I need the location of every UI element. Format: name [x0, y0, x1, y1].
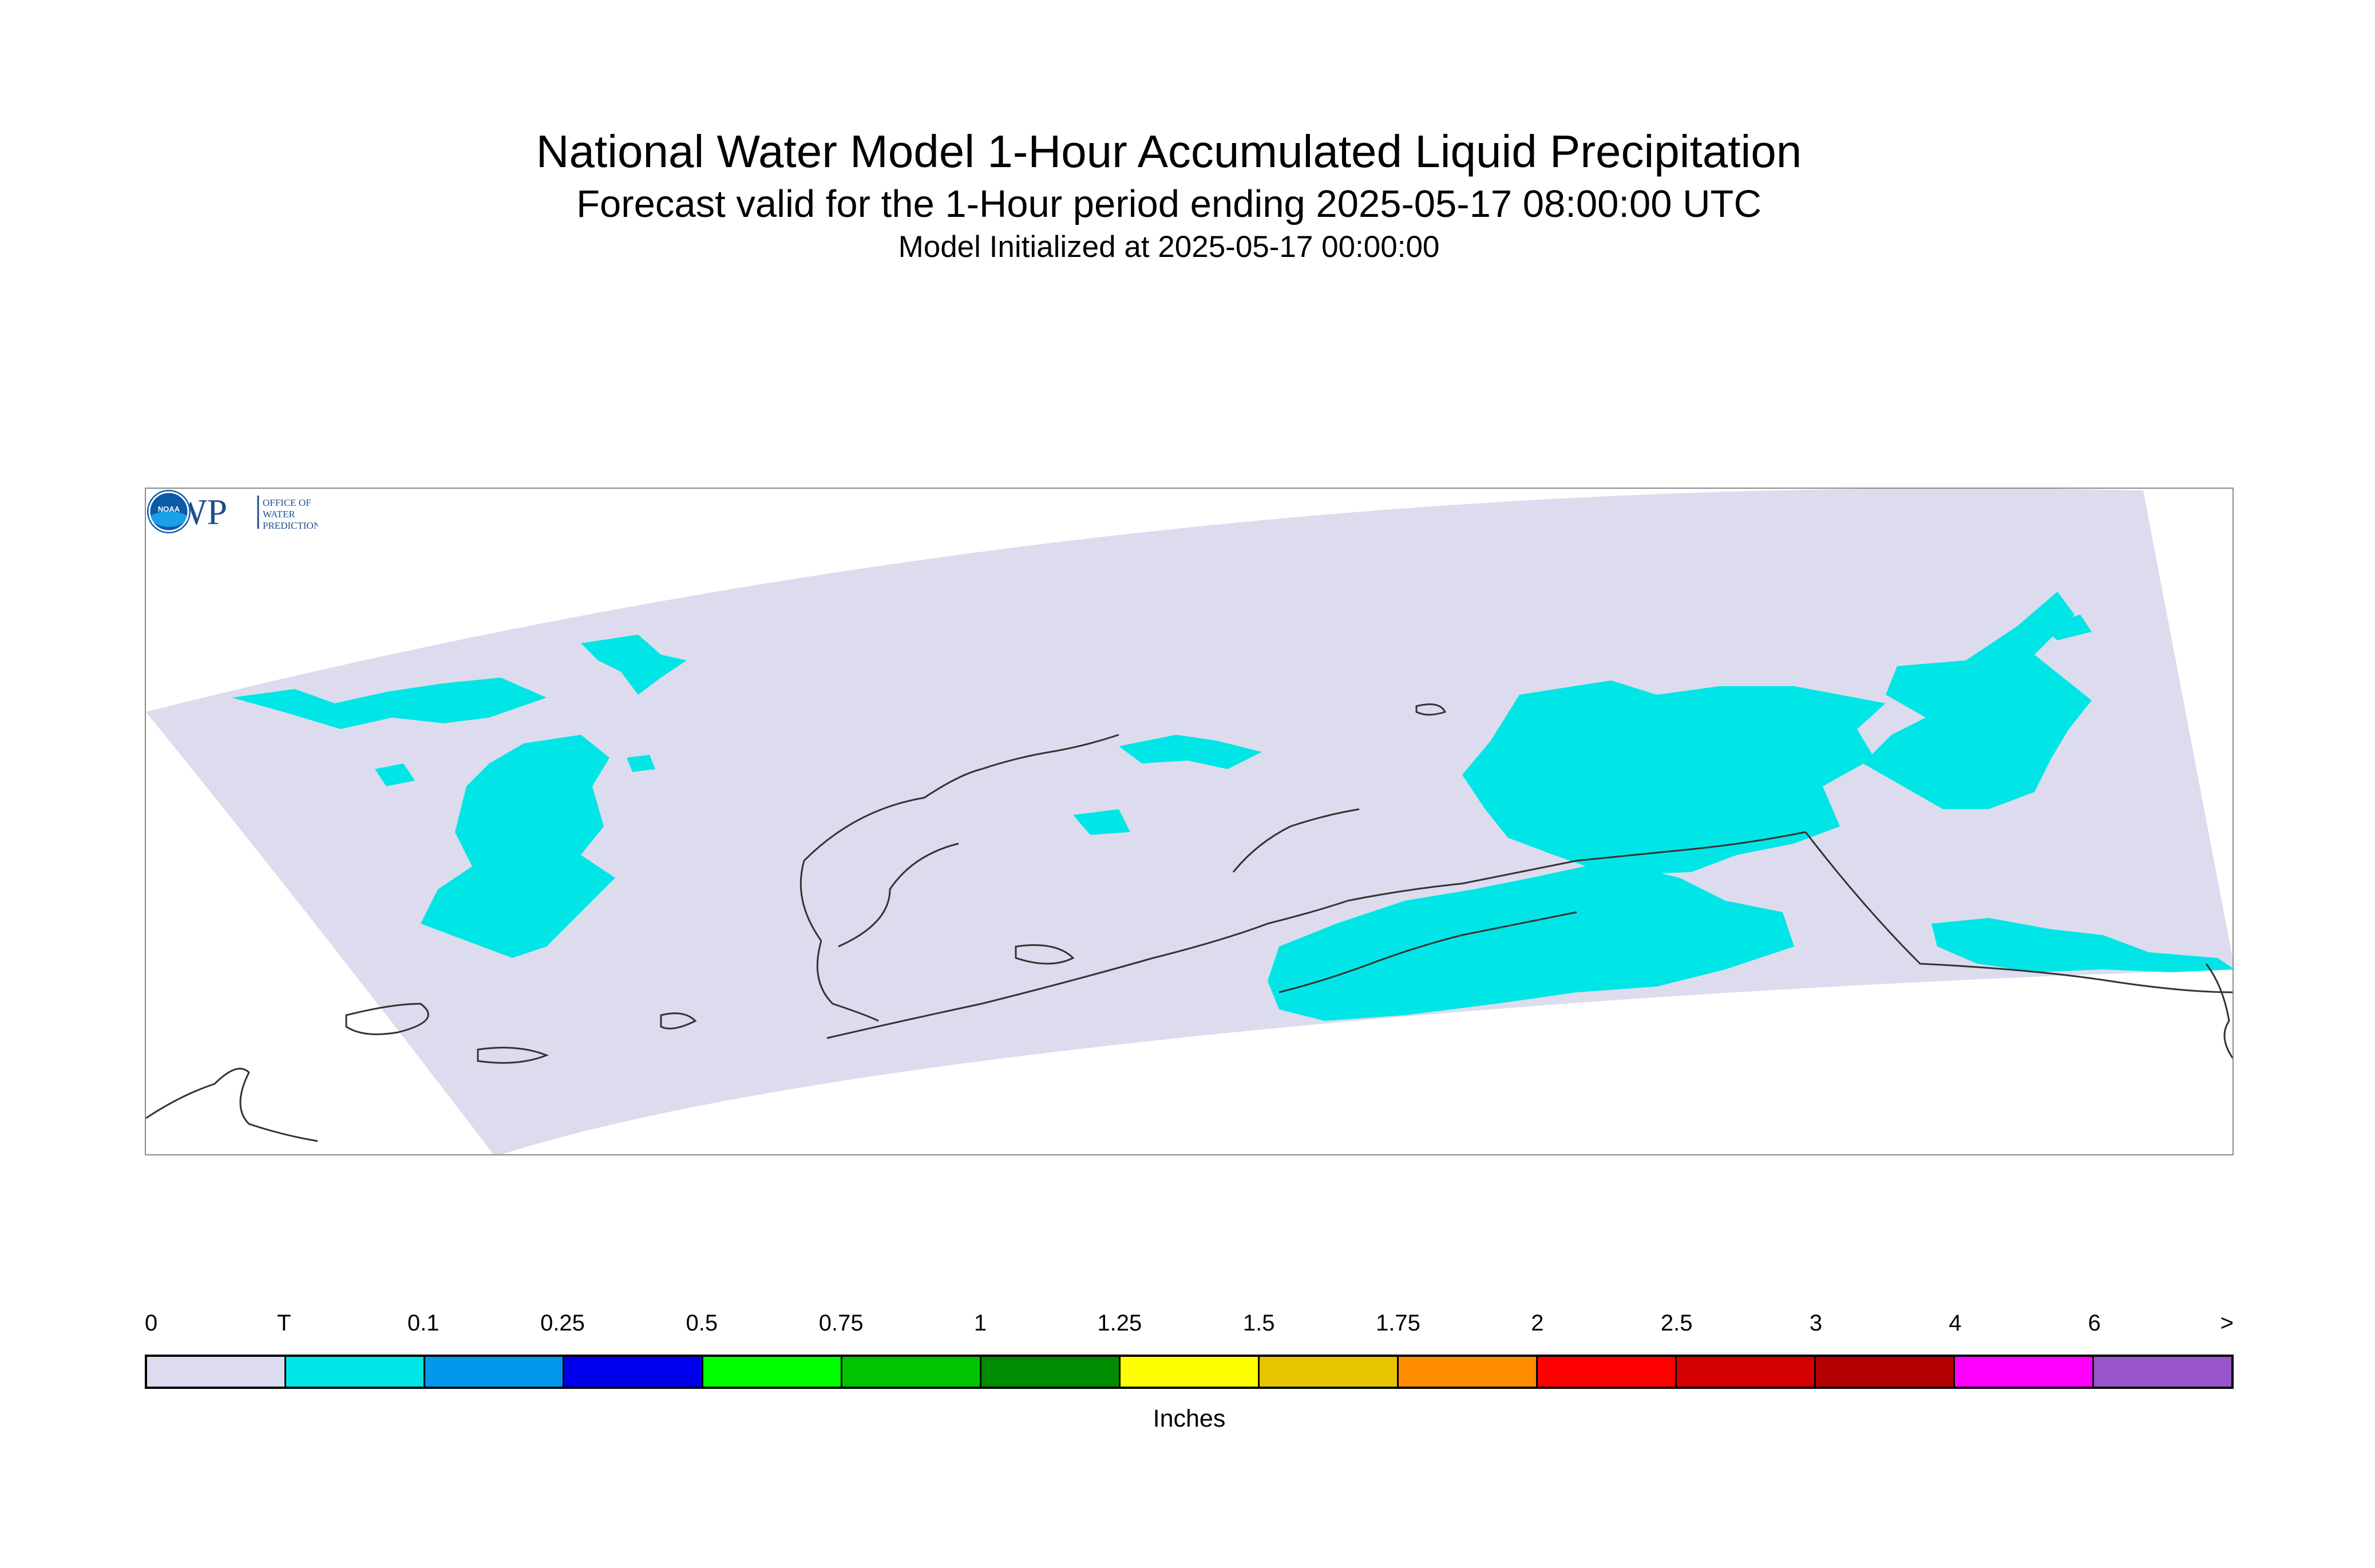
legend-swatch: [1955, 1357, 2094, 1387]
precip-area-west-dot-1: [375, 763, 415, 786]
model-domain-area: [146, 489, 2232, 1154]
precip-area-coast-south: [1268, 861, 1794, 1021]
map-subtitle: Forecast valid for the 1-Hour period end…: [576, 183, 1762, 225]
precip-area-east-main: [1462, 680, 1886, 875]
precip-area-far-east-coast: [1931, 918, 2232, 972]
legend-swatch: [1121, 1357, 1260, 1387]
legend-swatch: [981, 1357, 1121, 1387]
legend-tick-label: 6: [2088, 1310, 2101, 1336]
precip-area-west-cluster: [421, 735, 615, 958]
legend-swatch: [1677, 1357, 1816, 1387]
legend-swatch: [425, 1357, 564, 1387]
legend-color-bar: [145, 1355, 2234, 1389]
legend-tick-label: 0.25: [540, 1310, 585, 1336]
legend-tick-labels: 0 T 0.1 0.25 0.5 0.75 1 1.25 1.5 1.75 2 2.5 3 4 6 >: [145, 1310, 2234, 1345]
island-st-lawrence: [477, 1047, 549, 1064]
noaa-logo: NOAA: [147, 490, 191, 533]
legend-swatch: [147, 1357, 286, 1387]
legend-swatch: [1816, 1357, 1955, 1387]
precip-area-central-dot: [1073, 809, 1130, 835]
coastline-peninsula: [826, 900, 1348, 1039]
precip-area-west-north: [581, 635, 687, 695]
coastline-prince-william: [1278, 911, 1577, 993]
legend-swatch: [2094, 1357, 2231, 1387]
legend-swatch: [1260, 1357, 1399, 1387]
precip-area-west-dot-2: [627, 755, 655, 772]
legend-swatch: [286, 1357, 425, 1387]
legend-tick-label: 2: [1531, 1310, 1544, 1336]
svg-text:WATER: WATER: [263, 509, 295, 520]
legend-tick-label: 0.75: [818, 1310, 864, 1336]
coastline-mainland-west: [799, 734, 1119, 941]
legend-tick-label: 1.25: [1097, 1310, 1142, 1336]
island-small-2: [1415, 703, 1447, 716]
legend-tick-label: 0.1: [407, 1310, 440, 1336]
coastline-gulf-west: [1347, 831, 1806, 902]
precip-area-east-far: [1863, 592, 2092, 809]
precip-area-west-strip: [232, 678, 547, 729]
legend-units-label: Inches: [1153, 1405, 1226, 1432]
coastline-gulf-east: [1804, 831, 2232, 993]
legend-swatch: [703, 1357, 842, 1387]
svg-text:PREDICTION: PREDICTION: [263, 520, 318, 531]
svg-text:NOAA: NOAA: [158, 505, 180, 513]
precipitation-map: OWP OFFICE OF WATER PREDICTION NOAA: [145, 488, 2234, 1155]
legend-tick-label: 1.5: [1242, 1310, 1275, 1336]
title-block: National Water Model 1-Hour Accumulated …: [0, 123, 2338, 266]
legend-tick-label: >: [2220, 1310, 2234, 1336]
legend-swatch: [564, 1357, 703, 1387]
legend-swatch: [1538, 1357, 1677, 1387]
coastline-cook-inlet: [1232, 808, 1360, 873]
svg-text:OFFICE OF: OFFICE OF: [263, 497, 311, 508]
legend-tick-label: T: [277, 1310, 291, 1336]
coastlines: [146, 703, 2232, 1142]
island-nunivak: [345, 1003, 429, 1035]
coastline-russia: [146, 1067, 318, 1142]
legend-tick-label: 0: [145, 1310, 158, 1336]
map-canvas: [146, 489, 2232, 1154]
coastline-bristol-bay: [816, 940, 879, 1022]
island-small-1: [660, 1012, 697, 1030]
legend-swatch: [842, 1357, 981, 1387]
coastline-far-east-inlet: [2205, 963, 2232, 1059]
legend-tick-label: 4: [1949, 1310, 1962, 1336]
legend-tick-label: 1.75: [1376, 1310, 1420, 1336]
map-title: National Water Model 1-Hour Accumulated …: [536, 126, 1802, 177]
model-initialized-label: Model Initialized at 2025-05-17 00:00:00: [898, 230, 1440, 264]
precip-area-east-north-dot: [2040, 615, 2092, 640]
legend-swatch: [1399, 1357, 1538, 1387]
legend-tick-label: 2.5: [1660, 1310, 1693, 1336]
legend-tick-label: 1: [973, 1310, 987, 1336]
legend-tick-label: 3: [1809, 1310, 1823, 1336]
island-kodiak: [1015, 944, 1075, 965]
precip-area-central-north: [1119, 735, 1262, 769]
trace-precipitation-areas: [232, 592, 2232, 1021]
legend-tick-label: 0.5: [686, 1310, 718, 1336]
coastline-kuskokwim: [838, 842, 959, 948]
